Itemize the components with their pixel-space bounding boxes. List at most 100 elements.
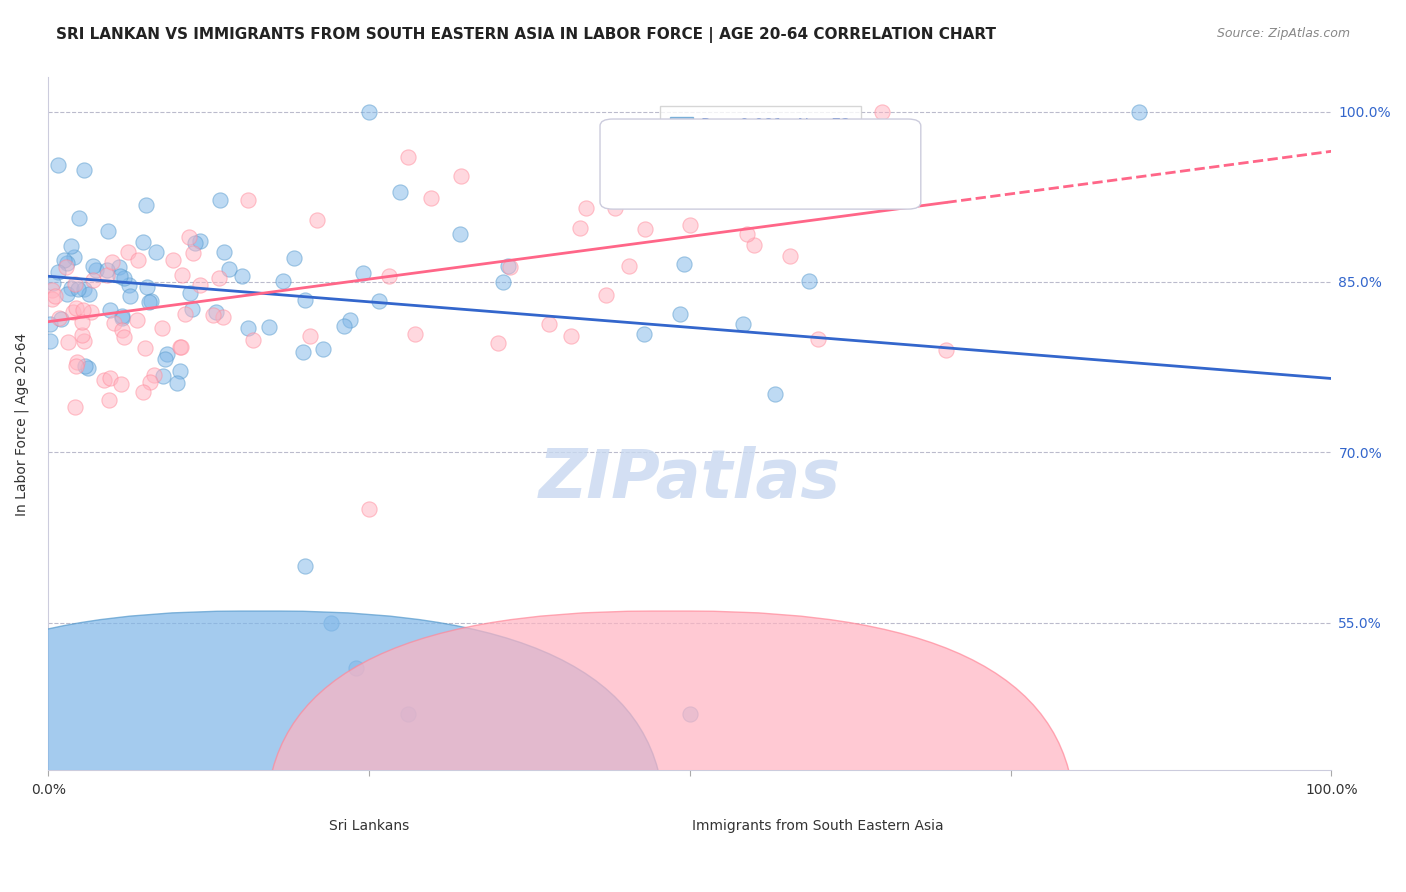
Point — [419, 191, 441, 205]
Point — [41, 292, 63, 306]
Point — [396, 150, 419, 164]
Point — [488, 336, 510, 351]
Point — [231, 268, 253, 283]
Point — [63, 277, 86, 291]
Point — [188, 234, 211, 248]
Point — [498, 260, 520, 275]
Point — [378, 268, 401, 283]
Point — [172, 268, 194, 282]
FancyBboxPatch shape — [0, 611, 664, 892]
Point — [48, 311, 70, 326]
Point — [134, 341, 156, 355]
Point — [886, 191, 908, 205]
Point — [368, 294, 391, 309]
Point — [93, 373, 115, 387]
Point — [41, 283, 63, 297]
Point — [112, 330, 135, 344]
Point — [59, 281, 82, 295]
Point — [184, 235, 207, 250]
Point — [291, 345, 314, 359]
Point — [117, 277, 139, 292]
Point — [62, 305, 84, 319]
Point — [39, 334, 62, 348]
Point — [188, 278, 211, 293]
Point — [236, 321, 259, 335]
Point — [183, 245, 205, 260]
Point — [560, 329, 582, 343]
Point — [169, 364, 191, 378]
Point — [352, 266, 374, 280]
Point — [38, 317, 60, 331]
Point — [77, 286, 100, 301]
Point — [669, 307, 692, 321]
Point — [170, 340, 193, 354]
Point — [156, 347, 179, 361]
Point — [696, 193, 718, 207]
Text: SRI LANKAN VS IMMIGRANTS FROM SOUTH EASTERN ASIA IN LABOR FORCE | AGE 20-64 CORR: SRI LANKAN VS IMMIGRANTS FROM SOUTH EAST… — [56, 27, 997, 43]
Point — [143, 368, 166, 383]
Point — [76, 361, 98, 376]
Point — [110, 376, 132, 391]
Point — [735, 227, 758, 241]
Point — [294, 293, 316, 307]
Text: Immigrants from South Eastern Asia: Immigrants from South Eastern Asia — [692, 819, 943, 833]
Point — [339, 313, 361, 327]
Point — [181, 302, 204, 317]
Point — [496, 260, 519, 274]
Point — [744, 237, 766, 252]
Point — [108, 260, 131, 275]
Point — [152, 369, 174, 384]
Point — [617, 259, 640, 273]
Point — [108, 268, 131, 283]
Point — [111, 311, 134, 326]
Point — [679, 706, 702, 721]
Point — [595, 287, 617, 301]
Point — [131, 235, 153, 249]
Point — [46, 158, 69, 172]
Point — [208, 271, 231, 285]
Point — [312, 343, 335, 357]
Point — [141, 293, 163, 308]
Point — [97, 224, 120, 238]
Point — [205, 304, 228, 318]
Point — [60, 239, 83, 253]
Point — [138, 295, 160, 310]
Point — [763, 387, 786, 401]
Point — [212, 310, 235, 324]
Point — [63, 401, 86, 415]
Point — [55, 260, 77, 274]
FancyBboxPatch shape — [600, 119, 921, 209]
Point — [537, 317, 560, 331]
Point — [357, 104, 380, 119]
Point — [73, 282, 96, 296]
Point — [212, 244, 235, 259]
Point — [679, 218, 702, 232]
Point — [65, 359, 87, 373]
Point — [333, 318, 356, 333]
Point — [319, 615, 342, 630]
Point — [53, 252, 76, 267]
Point — [935, 343, 957, 357]
Point — [98, 303, 121, 318]
Point — [55, 286, 77, 301]
Point — [344, 661, 367, 675]
Point — [111, 323, 134, 337]
Point — [84, 263, 107, 277]
Point — [492, 275, 515, 289]
Point — [65, 301, 87, 315]
Legend: R = -0.081   N = 72, R =  0.345   N = 72: R = -0.081 N = 72, R = 0.345 N = 72 — [659, 106, 862, 167]
Point — [259, 320, 281, 334]
Point — [673, 161, 696, 175]
Point — [305, 213, 328, 227]
Point — [357, 502, 380, 516]
FancyBboxPatch shape — [266, 611, 1074, 892]
Y-axis label: In Labor Force | Age 20-64: In Labor Force | Age 20-64 — [15, 333, 30, 516]
Point — [177, 230, 200, 244]
Point — [98, 371, 121, 385]
Point — [737, 191, 759, 205]
Point — [779, 248, 801, 262]
Point — [153, 352, 176, 367]
Point — [136, 280, 159, 294]
Point — [73, 359, 96, 373]
Point — [872, 104, 894, 119]
